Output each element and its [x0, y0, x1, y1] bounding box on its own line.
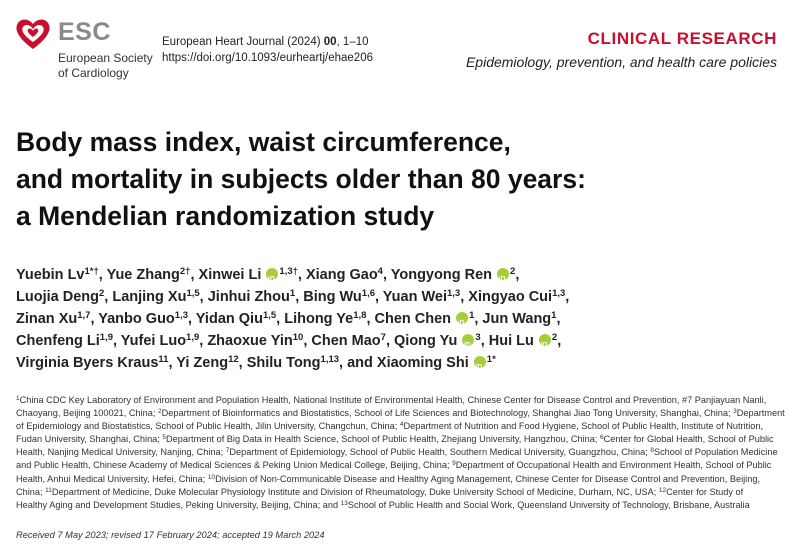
esc-logo: ESC European Society of Cardiology	[14, 16, 164, 86]
logo-society-name-line2: of Cardiology	[58, 66, 129, 80]
journal-volume: 00	[323, 36, 337, 48]
author-line-4: Chenfeng Li1,9, Yufei Luo1,9, Zhaoxue Yi…	[16, 330, 786, 357]
journal-pages: , 1–10	[336, 36, 369, 48]
journal-citation: European Heart Journal (2024) 00, 1–10	[162, 36, 369, 48]
affiliation-line: 1China CDC Key Laboratory of Environment…	[16, 395, 767, 405]
affiliation-line: China; 11Department of Medicine, Duke Mo…	[16, 486, 744, 497]
affiliation-line: Chaoyang, Beijing 100021, China; 2Depart…	[16, 408, 785, 419]
received-dates: Received 7 May 2023; revised 17 February…	[16, 530, 325, 540]
title-line-3: a Mendelian randomization study	[16, 201, 435, 231]
title-line-2: and mortality in subjects older than 80 …	[16, 164, 586, 194]
author-line-3: Zinan Xu1,7, Yanbo Guo1,3, Yidan Qiu1,5,…	[16, 308, 786, 335]
doi-link[interactable]: https://doi.org/10.1093/eurheartj/ehae20…	[162, 52, 373, 64]
author-line-5: Virginia Byers Kraus11, Yi Zeng12, Shilu…	[16, 352, 786, 379]
author-line-2: Luojia Deng2, Lanjing Xu1,5, Jinhui Zhou…	[16, 288, 570, 305]
affiliation-line: Health, Anhui Medical University, Hefei,…	[16, 473, 760, 484]
affiliation-line: Health, Nanjing Medical University, Nanj…	[16, 447, 778, 458]
orcid-icon[interactable]	[456, 312, 469, 335]
affiliations: 1China CDC Key Laboratory of Environment…	[16, 394, 786, 512]
subsection-label: Epidemiology, prevention, and health car…	[465, 54, 777, 70]
orcid-icon[interactable]	[497, 268, 510, 291]
orcid-icon[interactable]	[473, 356, 486, 379]
affiliation-line: of Epidemiology and Biostatistics, Schoo…	[16, 421, 764, 432]
author-line-1: Yuebin Lv1*†, Yue Zhang2†, Xinwei Li 1,3…	[16, 264, 786, 291]
article-title: Body mass index, waist circumference, an…	[16, 124, 776, 235]
article-header: ESC European Society of Cardiology Europ…	[0, 0, 789, 100]
orcid-icon[interactable]	[266, 268, 279, 291]
title-line-1: Body mass index, waist circumference,	[16, 127, 511, 157]
affiliation-line: Fudan University, Shanghai, China; 5Depa…	[16, 434, 774, 445]
heart-logo-icon	[16, 19, 50, 49]
logo-society-name-line1: European Society	[58, 51, 153, 65]
orcid-icon[interactable]	[538, 334, 551, 357]
affiliation-line: and Public Health, Chinese Academy of Me…	[16, 460, 772, 471]
orcid-icon[interactable]	[462, 334, 475, 357]
logo-abbreviation: ESC	[58, 18, 111, 46]
affiliation-line: Healthy Aging and Development Studies, P…	[16, 499, 750, 510]
section-label: CLINICAL RESEARCH	[587, 29, 777, 48]
author-list: Yuebin Lv1*†, Yue Zhang2†, Xinwei Li 1,3…	[16, 264, 786, 379]
journal-name: European Heart Journal (2024)	[162, 36, 324, 48]
